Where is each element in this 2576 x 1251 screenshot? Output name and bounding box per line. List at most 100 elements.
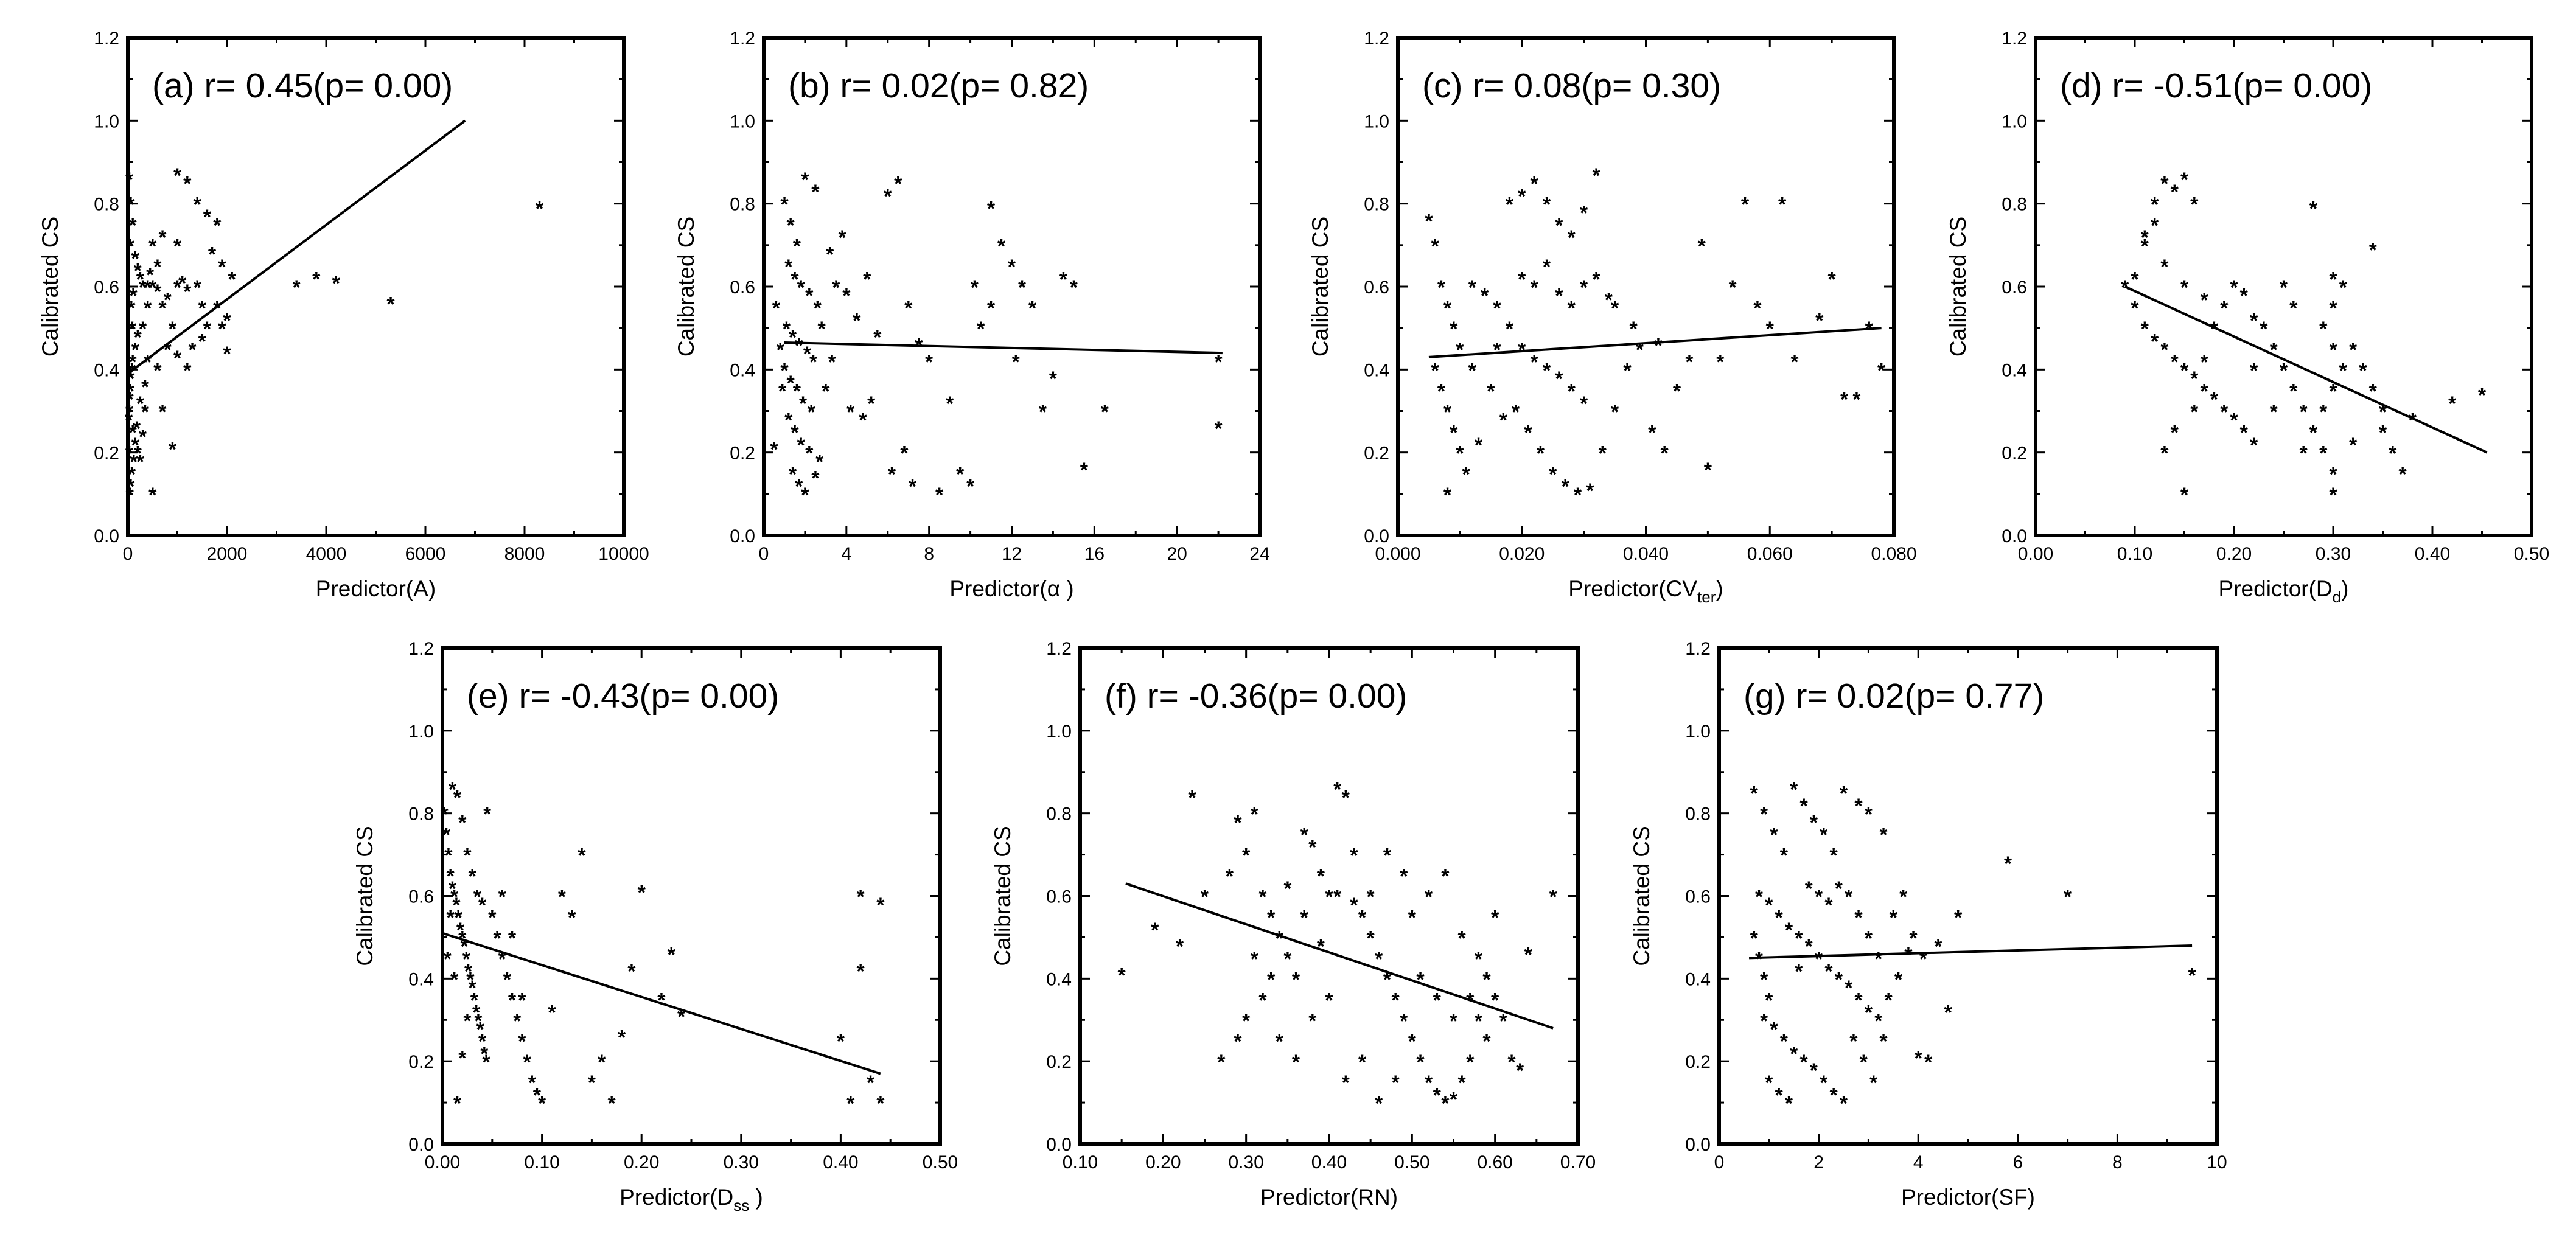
panel-title: (c) r= 0.08(p= 0.30) bbox=[1422, 66, 1721, 105]
data-point: * bbox=[1775, 906, 1784, 929]
data-point: * bbox=[867, 1072, 875, 1095]
data-point: * bbox=[966, 475, 975, 498]
data-point: * bbox=[987, 297, 996, 320]
data-point: * bbox=[793, 380, 801, 403]
data-point: * bbox=[131, 338, 140, 361]
data-point: * bbox=[795, 334, 803, 357]
data-point: * bbox=[2289, 297, 2298, 320]
data-point: * bbox=[1292, 1051, 1300, 1074]
data-point: * bbox=[1840, 1092, 1848, 1115]
data-point: * bbox=[1815, 947, 1823, 970]
data-point: * bbox=[2188, 964, 2196, 988]
x-tick-label: 0.20 bbox=[1145, 1152, 1181, 1173]
data-point: * bbox=[1904, 944, 1913, 967]
data-point: * bbox=[1308, 1009, 1317, 1033]
data-point: * bbox=[2270, 338, 2278, 361]
data-point: * bbox=[1425, 886, 1433, 909]
y-tick-label: 1.0 bbox=[1685, 722, 1711, 742]
data-point: * bbox=[884, 185, 892, 208]
data-point: * bbox=[228, 268, 237, 291]
data-point: * bbox=[1531, 276, 1539, 299]
x-tick-label: 0.40 bbox=[1311, 1152, 1347, 1173]
data-point: * bbox=[480, 1043, 489, 1066]
data-point: * bbox=[1845, 977, 1853, 1000]
data-point: * bbox=[148, 484, 157, 507]
data-point: * bbox=[822, 380, 830, 403]
data-point: * bbox=[1549, 886, 1557, 909]
data-point: * bbox=[1780, 845, 1789, 868]
data-point: * bbox=[2359, 359, 2367, 382]
data-point: * bbox=[1217, 1051, 1226, 1074]
y-tick-label: 0.2 bbox=[408, 1052, 434, 1072]
data-point: * bbox=[463, 1009, 472, 1033]
data-point: * bbox=[1568, 297, 1576, 320]
data-point: * bbox=[1441, 1092, 1450, 1115]
x-tick-label: 8000 bbox=[504, 544, 545, 564]
data-point: * bbox=[2230, 276, 2238, 299]
data-point: * bbox=[1300, 906, 1308, 929]
data-point: * bbox=[128, 318, 137, 341]
data-point: * bbox=[1835, 877, 1843, 901]
y-axis-label: Calibrated CS bbox=[38, 217, 63, 357]
data-point: * bbox=[2160, 256, 2169, 279]
data-point: * bbox=[900, 442, 909, 465]
data-point: * bbox=[1885, 989, 1893, 1012]
data-point: * bbox=[183, 281, 192, 304]
x-tick-label: 20 bbox=[1167, 544, 1187, 564]
data-point: * bbox=[1765, 1072, 1773, 1095]
data-point: * bbox=[1765, 989, 1773, 1012]
data-point: * bbox=[449, 877, 457, 901]
x-tick-label: 8 bbox=[2112, 1152, 2123, 1173]
data-point: * bbox=[1416, 1051, 1425, 1074]
x-tick-label: 12 bbox=[1002, 544, 1022, 564]
data-point: * bbox=[133, 417, 141, 441]
data-point: * bbox=[894, 173, 902, 196]
data-point: * bbox=[2160, 442, 2169, 465]
data-point: * bbox=[2210, 318, 2219, 341]
data-point: * bbox=[1849, 1030, 1858, 1053]
data-point: * bbox=[2141, 318, 2149, 341]
data-point: * bbox=[783, 318, 791, 341]
regression-line bbox=[2124, 285, 2488, 454]
data-point: * bbox=[1226, 865, 1234, 888]
data-point: * bbox=[2478, 384, 2487, 407]
y-tick-label: 0.2 bbox=[1685, 1052, 1711, 1072]
data-point: * bbox=[1283, 877, 1292, 901]
data-point: * bbox=[1555, 285, 1563, 308]
data-point: * bbox=[1611, 401, 1619, 424]
data-point: * bbox=[1890, 906, 1898, 929]
data-point: * bbox=[386, 293, 395, 316]
data-point: * bbox=[791, 422, 799, 445]
data-point: * bbox=[125, 409, 133, 432]
data-point: * bbox=[1543, 193, 1551, 217]
regression-line bbox=[1428, 327, 1882, 358]
x-tick-label: 6000 bbox=[405, 544, 446, 564]
y-tick-label: 0.2 bbox=[2002, 444, 2027, 464]
x-tick-label: 0.60 bbox=[1477, 1152, 1512, 1173]
data-point: * bbox=[1431, 359, 1440, 382]
data-point: * bbox=[809, 351, 818, 374]
data-point: * bbox=[1507, 1051, 1516, 1074]
data-point: * bbox=[1790, 351, 1799, 374]
data-point: * bbox=[1555, 214, 1563, 237]
x-axis-label: Predictor(A) bbox=[316, 576, 436, 601]
y-tick-label: 0.8 bbox=[94, 195, 119, 215]
x-tick-label: 0.00 bbox=[425, 1152, 460, 1173]
data-point: * bbox=[1493, 297, 1501, 320]
data-point: * bbox=[218, 256, 226, 279]
data-point: * bbox=[1433, 989, 1442, 1012]
data-point: * bbox=[787, 372, 795, 395]
data-point: * bbox=[838, 226, 846, 249]
data-point: * bbox=[1491, 906, 1499, 929]
data-point: * bbox=[1391, 989, 1400, 1012]
data-point: * bbox=[1605, 288, 1613, 312]
data-point: * bbox=[2004, 852, 2012, 876]
data-point: * bbox=[127, 368, 135, 391]
data-point: * bbox=[1785, 919, 1793, 942]
data-point: * bbox=[1518, 338, 1526, 361]
data-point: * bbox=[828, 351, 836, 374]
data-point: * bbox=[904, 297, 913, 320]
data-point: * bbox=[2329, 484, 2337, 507]
data-point: * bbox=[946, 392, 954, 416]
data-point: * bbox=[1475, 434, 1483, 457]
